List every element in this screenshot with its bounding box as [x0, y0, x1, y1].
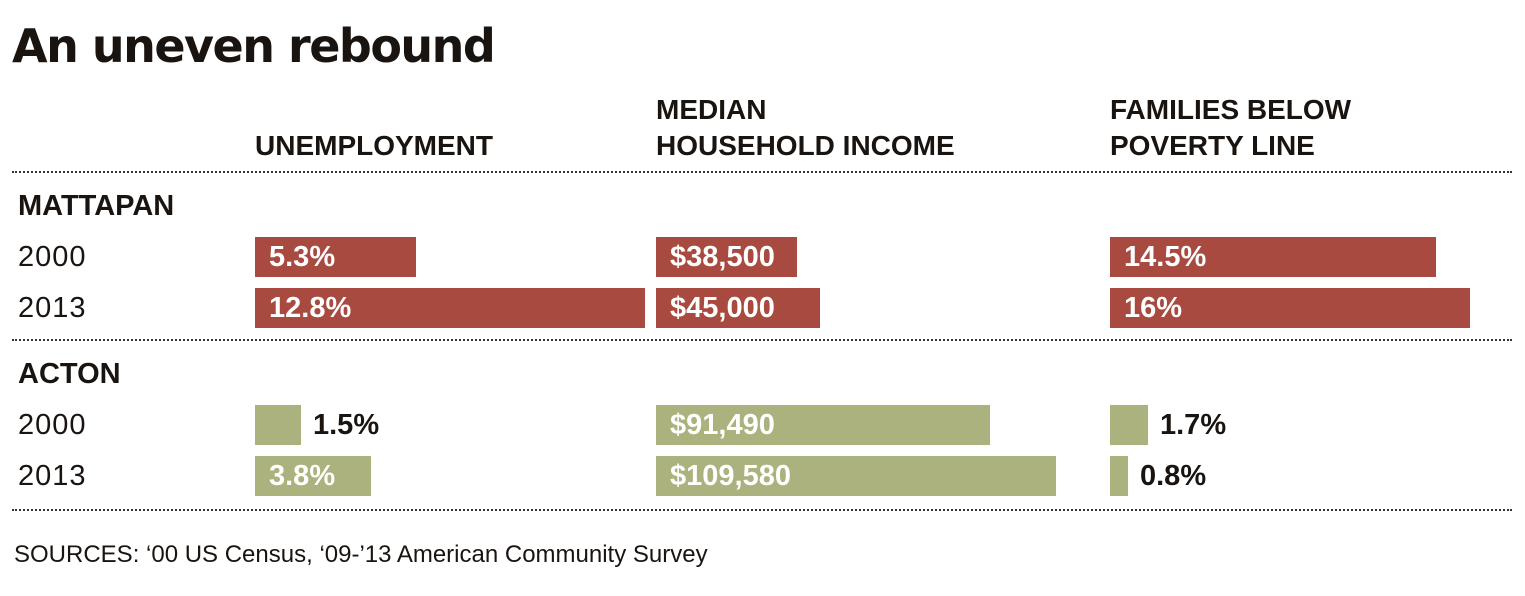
bar-mattapan-2000-poverty	[1110, 237, 1436, 277]
year-label: 2000	[18, 241, 87, 273]
dotted-divider	[12, 171, 1512, 173]
column-header-line: HOUSEHOLD INCOME	[656, 130, 955, 161]
column-header-line: UNEMPLOYMENT	[255, 130, 493, 161]
bar-acton-2013-income	[656, 456, 1056, 496]
bar-value-label: 1.7%	[1160, 409, 1227, 441]
year-label: 2013	[18, 460, 87, 492]
column-header-poverty: FAMILIES BELOW POVERTY LINE	[1110, 92, 1351, 164]
bar-mattapan-2013-poverty	[1110, 288, 1470, 328]
bar-value-label: 0.8%	[1140, 460, 1207, 492]
bar-value-label: 1.5%	[313, 409, 380, 441]
bar-value-label: $45,000	[670, 292, 775, 324]
year-label: 2000	[18, 409, 87, 441]
bar-value-label: 12.8%	[269, 292, 352, 324]
bar-acton-2013-unemployment	[255, 456, 371, 496]
column-header-line: FAMILIES BELOW	[1110, 94, 1352, 125]
group-label-mattapan: MATTAPAN	[18, 190, 175, 222]
dotted-divider	[12, 509, 1512, 511]
bar-value-label: $38,500	[670, 241, 775, 273]
bar-mattapan-2000-income	[656, 237, 797, 277]
column-header-unemployment: UNEMPLOYMENT	[255, 128, 493, 164]
column-header-line: MEDIAN	[656, 94, 767, 125]
year-label: 2013	[18, 292, 87, 324]
bar-value-label: 5.3%	[269, 241, 336, 273]
bar-value-label: $91,490	[670, 409, 775, 441]
group-label-acton: ACTON	[18, 358, 121, 390]
dotted-divider	[12, 339, 1512, 341]
bar-value-label: 14.5%	[1124, 241, 1207, 273]
bar-mattapan-2000-unemployment	[255, 237, 416, 277]
column-header-income: MEDIAN HOUSEHOLD INCOME	[656, 92, 955, 164]
bar-value-label: 3.8%	[269, 460, 336, 492]
bar-mattapan-2013-unemployment	[255, 288, 645, 328]
bar-acton-2000-income	[656, 405, 990, 445]
bar-acton-2000-unemployment	[255, 405, 301, 445]
bar-acton-2013-poverty	[1110, 456, 1128, 496]
bar-mattapan-2013-income	[656, 288, 820, 328]
column-header-line: POVERTY LINE	[1110, 130, 1315, 161]
source-note: SOURCES: ‘00 US Census, ‘09-’13 American…	[14, 541, 708, 568]
bar-value-label: $109,580	[670, 460, 791, 492]
bar-acton-2000-poverty	[1110, 405, 1148, 445]
bar-value-label: 16%	[1124, 292, 1183, 324]
chart-title: An uneven rebound	[12, 19, 496, 73]
